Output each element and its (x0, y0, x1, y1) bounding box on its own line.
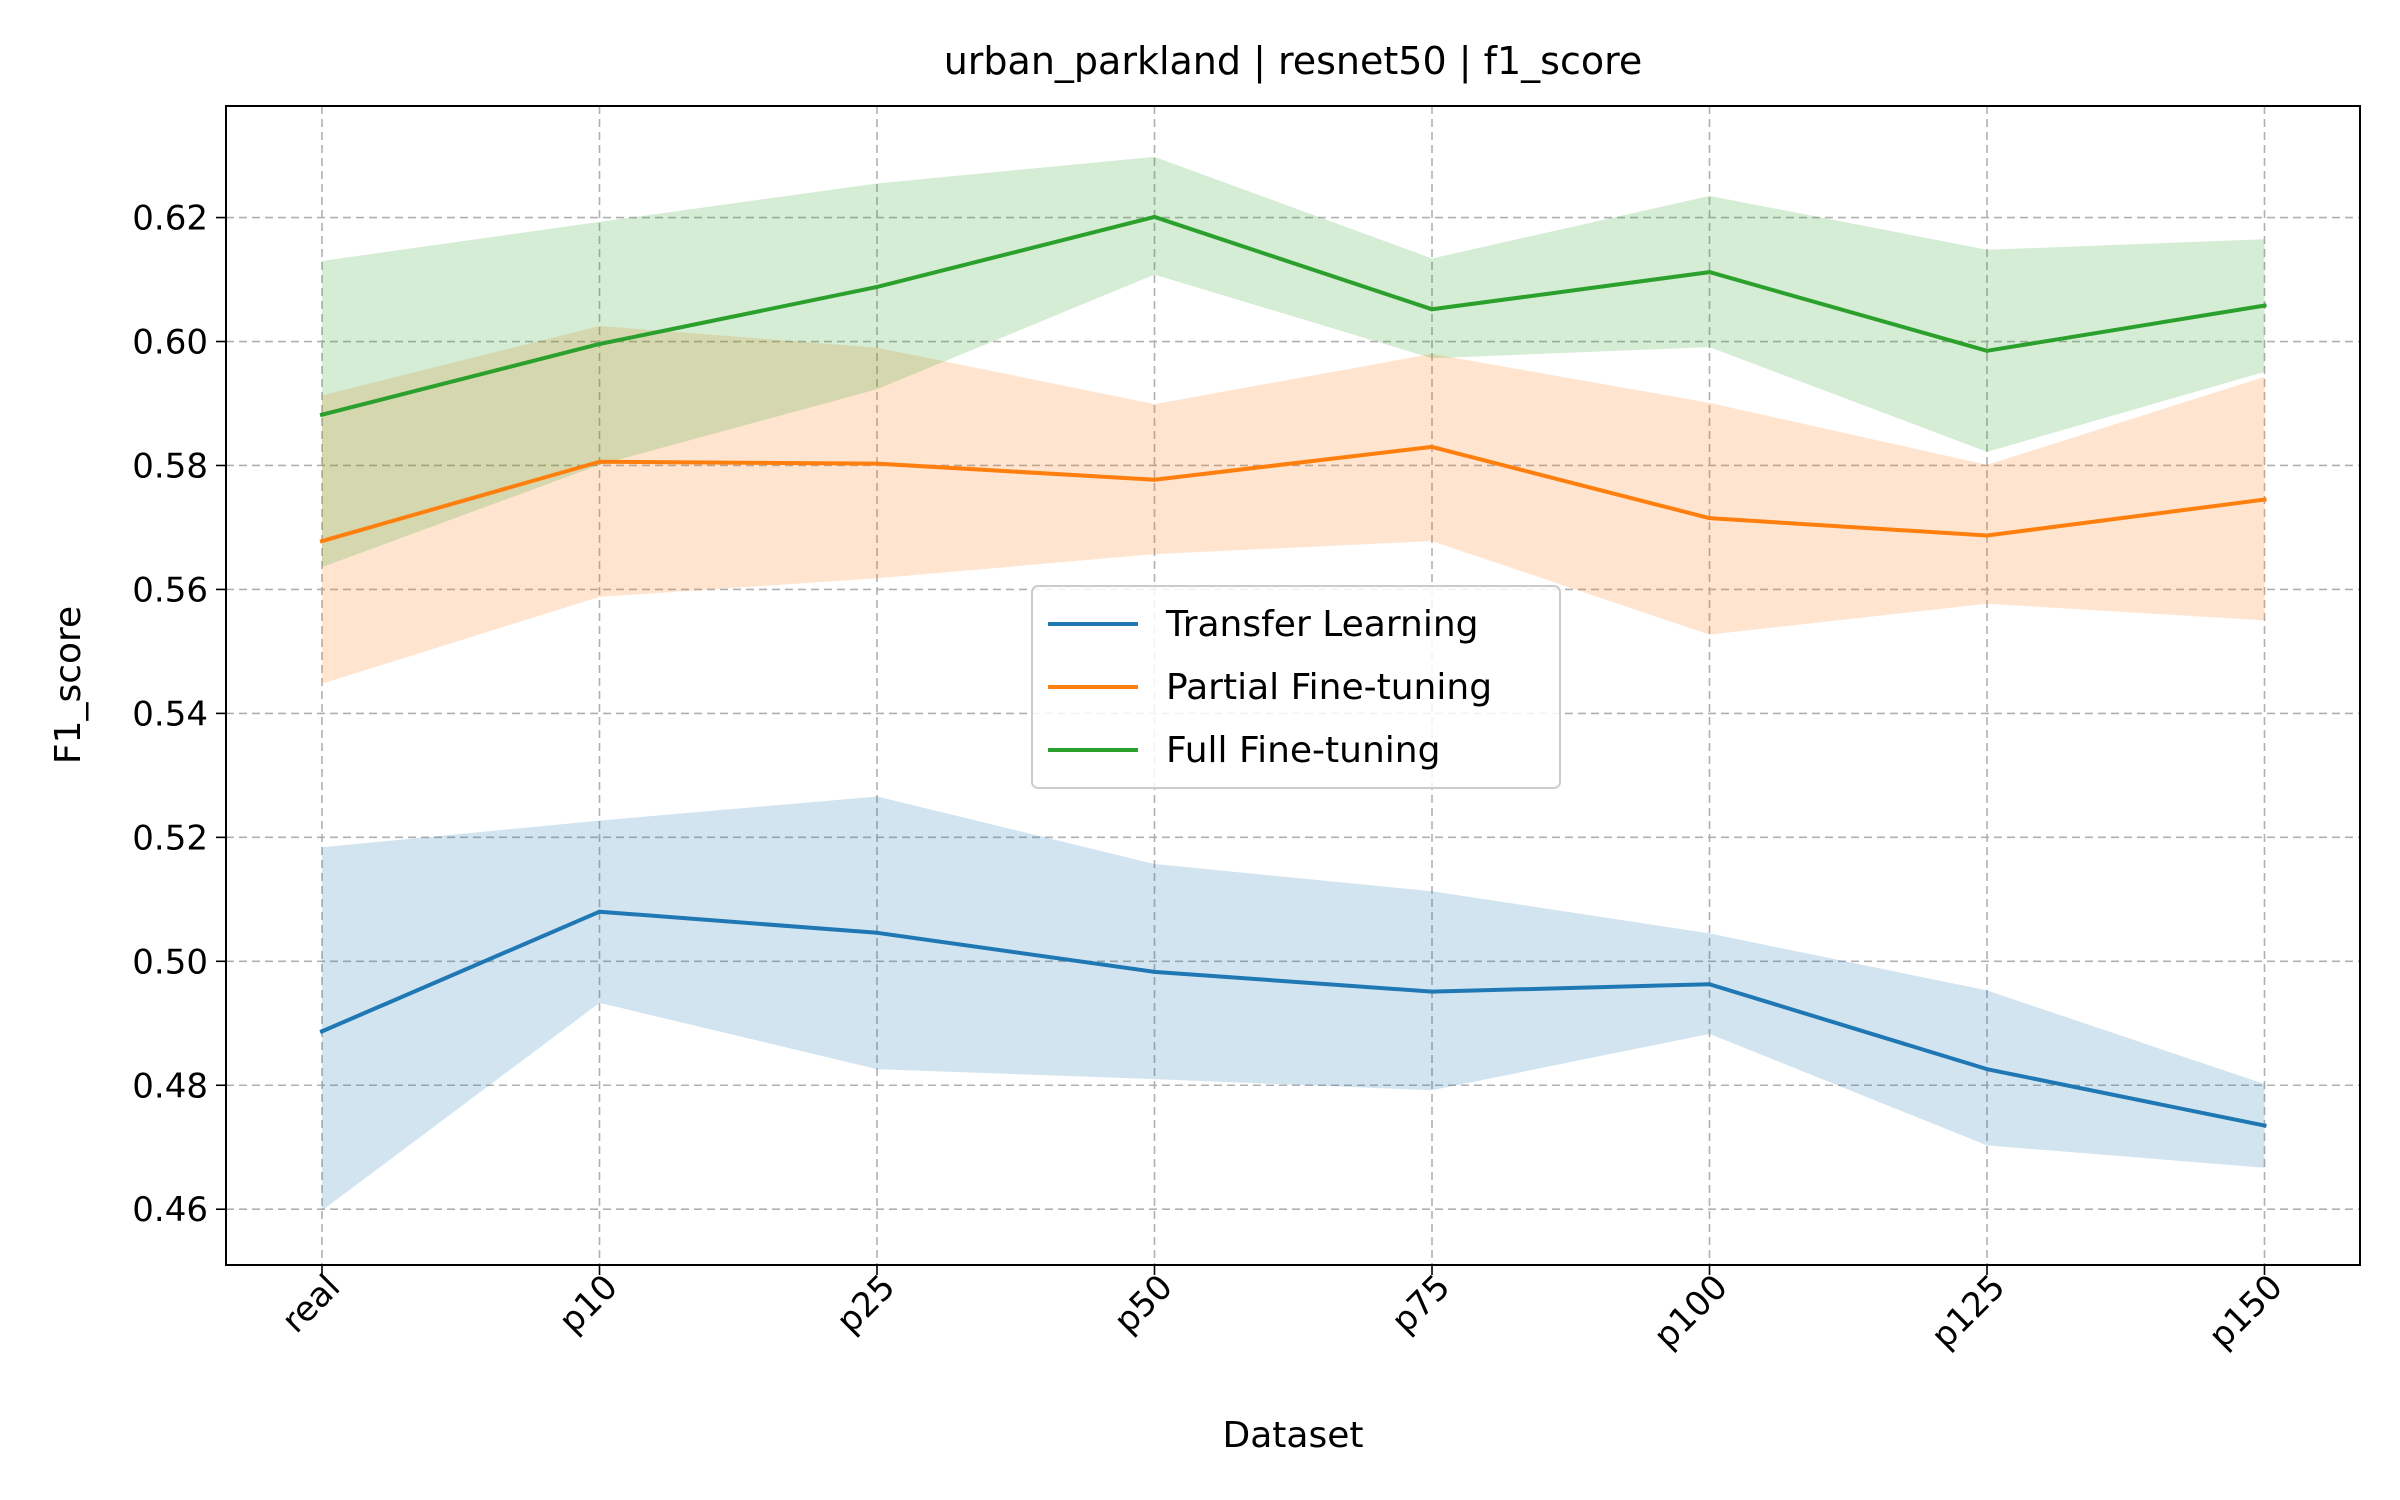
y-tick-label: 0.58 (132, 446, 208, 486)
data-point (597, 909, 602, 914)
series-line (319, 214, 2267, 418)
data-point (875, 930, 879, 935)
y-tick-label: 0.60 (132, 323, 208, 363)
y-tick-label: 0.56 (132, 570, 208, 610)
series-line (319, 444, 2267, 544)
data-point (2262, 497, 2267, 502)
confidence-bands (322, 156, 2265, 1211)
legend-label: Transfer Learning (1165, 604, 1479, 645)
series-line (319, 909, 2267, 1128)
confidence-band (322, 796, 2265, 1211)
data-point (1707, 270, 1712, 275)
data-point (1152, 969, 1157, 974)
confidence-band (322, 156, 2265, 568)
y-tick-label: 0.52 (132, 818, 208, 858)
data-point (1985, 348, 1989, 353)
data-point (2262, 1123, 2267, 1128)
confidence-band (322, 326, 2265, 684)
data-point (1430, 307, 1434, 312)
data-point (597, 341, 602, 346)
data-point (875, 284, 879, 289)
legend: Transfer Learning Partial Fine-tuning Full… (1031, 585, 1561, 789)
y-axis-label: F1_score (48, 606, 89, 764)
legend-label: Full Fine-tuning (1166, 730, 1440, 771)
y-tick-label: 0.54 (132, 694, 208, 734)
data-point (1707, 982, 1712, 987)
data-point (1152, 214, 1157, 219)
data-point (2262, 303, 2267, 308)
data-point (875, 461, 879, 466)
plot-frame (225, 105, 2361, 1266)
data-point (1707, 516, 1712, 521)
x-axis-label: Dataset (1223, 1415, 1364, 1456)
data-point (597, 459, 602, 464)
data-point (1985, 533, 1989, 538)
chart-title: urban_parkland | resnet50 | f1_score (944, 39, 1643, 84)
series-lines (319, 214, 2267, 1128)
data-point (1985, 1067, 1989, 1072)
data-point (1430, 444, 1434, 449)
data-point (1430, 989, 1434, 994)
y-tick-label: 0.48 (132, 1066, 208, 1106)
y-axis: 0.46 0.48 0.50 0.52 0.54 0.56 0.58 0.60 0.62 (132, 199, 226, 1230)
legend-box (1031, 585, 1561, 789)
y-tick-label: 0.62 (132, 199, 208, 239)
y-tick-label: 0.50 (132, 942, 208, 982)
legend-label: Partial Fine-tuning (1166, 667, 1492, 708)
data-point (1152, 477, 1157, 482)
data-point (320, 539, 324, 544)
y-tick-label: 0.46 (132, 1190, 208, 1230)
data-point (320, 1029, 324, 1034)
data-point (320, 412, 324, 417)
